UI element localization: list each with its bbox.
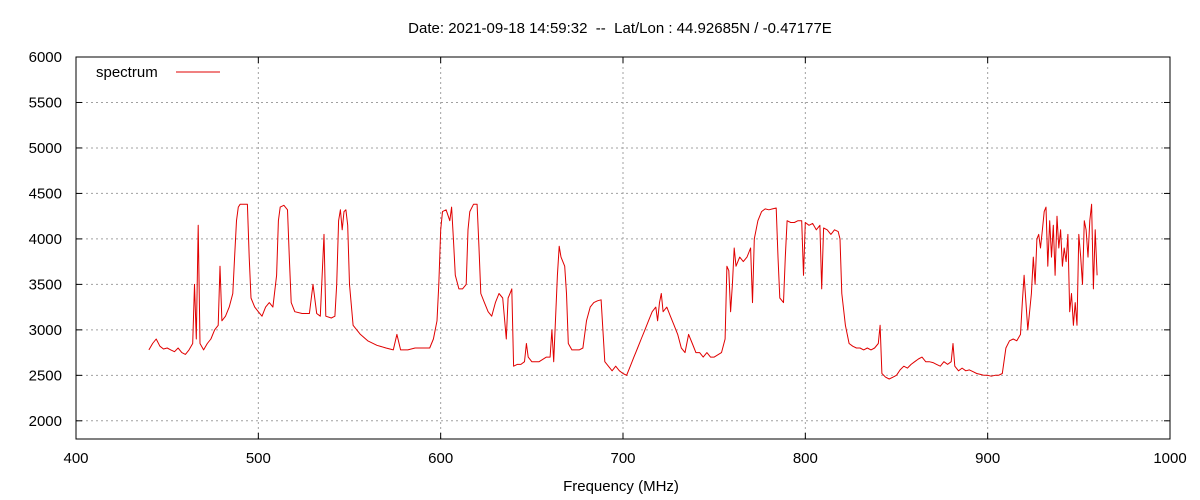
series-layer [148, 203, 1098, 380]
y-tick-label: 3000 [29, 322, 62, 339]
y-tick-label: 4000 [29, 231, 62, 248]
legend: spectrum [96, 64, 220, 81]
x-tick-label: 500 [246, 450, 271, 467]
x-tick-label: 600 [428, 450, 453, 467]
x-tick-label: 700 [610, 450, 635, 467]
x-tick-label: 900 [975, 450, 1000, 467]
series-line-spectrum [148, 203, 1098, 380]
y-tick-label: 4500 [29, 185, 62, 202]
x-tick-label: 800 [793, 450, 818, 467]
x-tick-label: 400 [63, 450, 88, 467]
grid [76, 57, 1170, 439]
y-tick-label: 2000 [29, 413, 62, 430]
legend-label: spectrum [96, 64, 158, 81]
y-tick-label: 2500 [29, 367, 62, 384]
y-tick-label: 5000 [29, 140, 62, 157]
y-tick-label: 3500 [29, 276, 62, 293]
x-tick-label: 1000 [1153, 450, 1186, 467]
axis-ticks: 400 500 600 700 800 900 1000 2000 2500 3000 3500 40… [29, 49, 1187, 467]
y-tick-label: 5500 [29, 94, 62, 111]
y-tick-label: 6000 [29, 49, 62, 66]
x-axis-label: Frequency (MHz) [563, 478, 679, 495]
chart-title: Date: 2021-09-18 14:59:32 -- Lat/Lon : 4… [408, 20, 832, 37]
